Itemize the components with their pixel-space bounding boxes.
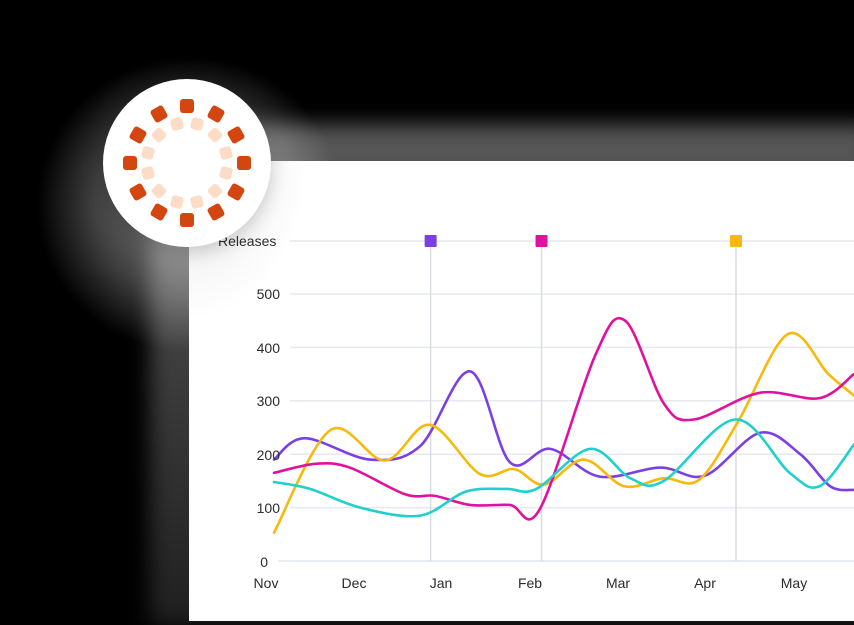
spinner-dot-inner: [206, 182, 224, 200]
release-marker-square[interactable]: [424, 235, 437, 247]
series-line-yellow[interactable]: [272, 331, 854, 534]
x-tick-nov: Nov: [254, 575, 279, 591]
release-marker-square[interactable]: [730, 235, 742, 247]
spinner-dot-outer: [226, 181, 246, 202]
x-tick-dec: Dec: [342, 575, 367, 591]
chart-card: [189, 161, 854, 621]
spinner-dot-inner: [169, 194, 184, 209]
x-tick-mar: Mar: [606, 575, 630, 591]
spinner-dot-outer: [180, 213, 194, 227]
y-tick-500: 500: [257, 286, 281, 302]
spinner-dot-outer: [237, 156, 251, 170]
spinner-dot-inner: [218, 145, 233, 160]
spinner-dot-outer: [148, 202, 169, 222]
circular-dots-spinner-icon: [103, 79, 271, 247]
chart-series: [272, 317, 854, 534]
x-tick-feb: Feb: [518, 575, 542, 591]
releases-line-chart: Releases 500 400 300 200 100 0 Nov Dec J…: [218, 233, 854, 591]
chart-gridlines: [278, 240, 854, 562]
y-tick-400: 400: [257, 340, 281, 356]
release-marker-square[interactable]: [535, 235, 548, 247]
spinner-dot-inner: [141, 145, 156, 160]
x-tick-apr: Apr: [694, 575, 716, 591]
spinner-dot-inner: [169, 117, 184, 132]
spinner-dot-inner: [189, 194, 205, 209]
spinner-dot-outer: [180, 99, 194, 113]
y-tick-100: 100: [257, 500, 281, 516]
y-tick-200: 200: [257, 447, 281, 463]
spinner-dot-outer: [128, 181, 148, 202]
brand-badge: [103, 79, 271, 247]
spinner-dot-outer: [128, 124, 148, 145]
series-line-cyan[interactable]: [272, 418, 854, 518]
spinner-dot-inner: [189, 117, 205, 132]
y-tick-300: 300: [257, 393, 281, 409]
spinner-dot-outer: [205, 202, 226, 222]
chart-axis-labels: Releases 500 400 300 200 100 0 Nov Dec J…: [218, 233, 807, 591]
spinner-dot-inner: [150, 182, 168, 200]
spinner-dot-inner: [206, 126, 224, 144]
x-tick-may: May: [781, 575, 807, 591]
y-axis-title: Releases: [218, 233, 276, 249]
series-line-magenta[interactable]: [272, 317, 854, 521]
spinner-dot-inner: [141, 165, 156, 181]
spinner-dot-outer: [205, 104, 226, 124]
spinner-dot-inner: [150, 126, 168, 144]
spinner-dot-inner: [218, 165, 233, 181]
spinner-dot-outer: [148, 104, 169, 124]
x-tick-jan: Jan: [430, 575, 453, 591]
y-tick-0: 0: [260, 554, 268, 570]
release-markers: [424, 235, 742, 561]
spinner-dot-outer: [226, 124, 246, 145]
spinner-dot-outer: [123, 156, 137, 170]
